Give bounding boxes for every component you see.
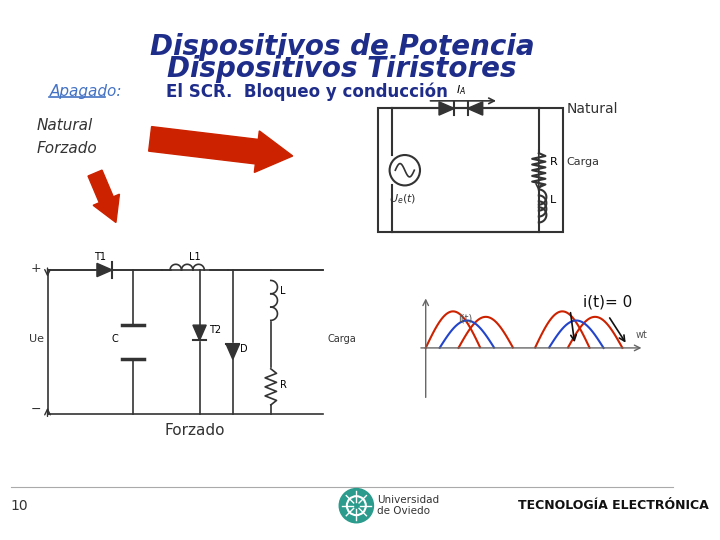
Text: −: − [31, 402, 41, 416]
Text: Ue: Ue [29, 334, 44, 344]
Polygon shape [439, 102, 454, 115]
Text: L: L [550, 195, 557, 205]
Circle shape [390, 155, 420, 185]
Text: L1: L1 [189, 253, 201, 262]
Polygon shape [97, 264, 112, 276]
Bar [378, 109, 564, 232]
Text: Dispositivos Tiristores: Dispositivos Tiristores [167, 55, 517, 83]
Circle shape [339, 489, 374, 523]
Text: TECNOLOGÍA ELECTRÓNICA: TECNOLOGÍA ELECTRÓNICA [518, 499, 708, 512]
Polygon shape [467, 102, 482, 115]
Text: $I_A$: $I_A$ [456, 83, 466, 97]
Polygon shape [226, 344, 240, 359]
FancyArrow shape [88, 170, 120, 222]
Text: $U_e(t)$: $U_e(t)$ [390, 192, 417, 206]
Text: D: D [240, 344, 248, 354]
Text: i(t)= 0: i(t)= 0 [582, 295, 632, 310]
Text: Carga: Carga [328, 334, 356, 344]
FancyArrow shape [148, 126, 292, 172]
Text: T1: T1 [94, 253, 106, 262]
Text: R: R [280, 380, 287, 390]
Text: Natural: Natural [567, 102, 618, 116]
Text: R: R [550, 158, 558, 167]
Text: 10: 10 [10, 498, 28, 512]
Text: Forzado: Forzado [36, 141, 97, 156]
Text: C: C [111, 334, 118, 344]
Text: i(t): i(t) [459, 313, 473, 323]
Text: Universidad
de Oviedo: Universidad de Oviedo [377, 495, 439, 516]
Text: +: + [31, 262, 42, 275]
Polygon shape [193, 325, 206, 340]
Text: T2: T2 [209, 325, 221, 335]
Text: L: L [280, 286, 286, 296]
Text: Carga: Carga [567, 158, 599, 167]
Text: wt: wt [636, 330, 647, 340]
Text: Forzado: Forzado [165, 423, 225, 438]
Text: Apagado:: Apagado: [50, 84, 122, 99]
Text: Dispositivos de Potencia: Dispositivos de Potencia [150, 33, 534, 60]
Text: El SCR.  Bloqueo y conducción: El SCR. Bloqueo y conducción [166, 82, 448, 100]
Text: Natural: Natural [36, 118, 92, 133]
